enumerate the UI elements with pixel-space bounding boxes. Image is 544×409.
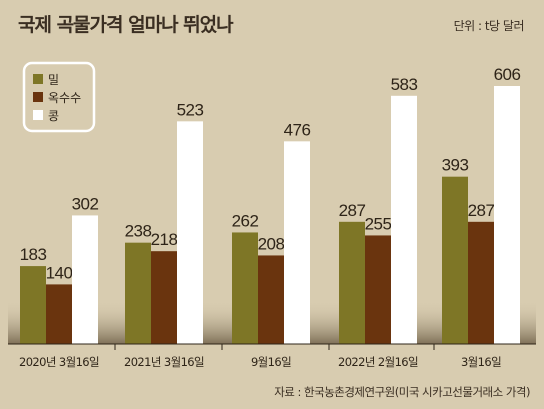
legend-swatch-corn: [33, 92, 43, 102]
data-label-corn-4: 255: [365, 214, 392, 233]
data-label-corn-3: 208: [258, 234, 285, 253]
bar-wheat-3: [232, 232, 258, 344]
data-label-soybean-5: 606: [494, 65, 521, 84]
category-label-3: 9월16일: [251, 355, 291, 369]
chart-title: 국제 곡물가격 얼마나 뛰었나: [18, 14, 234, 36]
source-note: 자료 : 한국농촌경제연구원(미국 시카고선물거래소 가격): [274, 385, 530, 399]
data-label-wheat-5: 393: [442, 156, 469, 175]
bar-soybean-5: [494, 86, 520, 344]
bar-soybean-2: [177, 121, 203, 344]
data-label-wheat-3: 262: [232, 211, 259, 230]
bar-wheat-5: [442, 176, 468, 344]
bar-wheat-2: [125, 242, 151, 344]
legend-swatch-wheat: [33, 74, 43, 84]
bar-corn-5: [468, 221, 494, 344]
category-label-1: 2020년 3월16일: [19, 355, 99, 369]
bar-soybean-4: [391, 95, 417, 344]
data-label-soybean-1: 302: [72, 194, 99, 213]
bar-soybean-3: [284, 141, 310, 344]
bar-corn-3: [258, 255, 284, 344]
bar-wheat-4: [339, 221, 365, 344]
bar-corn-4: [365, 235, 391, 344]
bar-soybean-1: [72, 215, 98, 344]
legend-label-wheat: 밀: [48, 73, 59, 87]
data-label-soybean-4: 583: [391, 75, 418, 94]
category-label-2: 2021년 3월16일: [124, 355, 204, 369]
data-label-corn-1: 140: [46, 263, 73, 282]
data-label-corn-2: 218: [151, 230, 178, 249]
category-label-4: 2022년 2월16일: [338, 355, 418, 369]
data-label-soybean-3: 476: [284, 120, 311, 139]
data-label-soybean-2: 523: [177, 100, 204, 119]
unit-label: 단위 : t당 달러: [453, 19, 525, 33]
bar-wheat-1: [20, 266, 46, 344]
category-label-5: 3월16일: [461, 355, 501, 369]
data-label-corn-5: 287: [468, 201, 495, 220]
bar-corn-2: [151, 251, 177, 344]
legend-label-soybean: 콩: [48, 109, 59, 123]
bar-corn-1: [46, 284, 72, 344]
data-label-wheat-2: 238: [125, 222, 152, 241]
legend-box: [22, 61, 96, 133]
data-label-wheat-4: 287: [339, 201, 366, 220]
data-label-wheat-1: 183: [20, 245, 47, 264]
legend-label-corn: 옥수수: [48, 91, 81, 105]
legend-swatch-soybean: [33, 110, 43, 120]
